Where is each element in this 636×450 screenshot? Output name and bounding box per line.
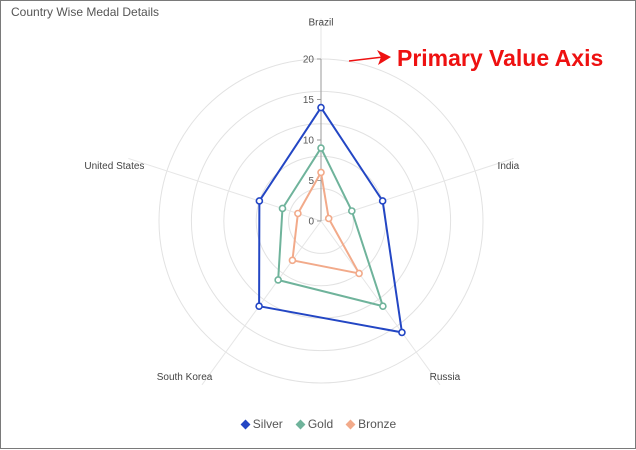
spoke-line — [320, 220, 441, 386]
axis-annotation: Primary Value Axis — [348, 45, 603, 71]
legend-label-silver: Silver — [252, 417, 283, 431]
data-point-gold[interactable] — [274, 276, 282, 284]
category-label-india: India — [498, 161, 520, 172]
series-line-silver[interactable] — [258, 106, 403, 334]
legend: Silver Gold Bronze — [1, 417, 636, 431]
data-point-bronze[interactable] — [324, 214, 333, 223]
legend-label-bronze: Bronze — [358, 417, 397, 431]
tick-label: 5 — [308, 176, 314, 187]
tick-label: 0 — [308, 217, 314, 228]
data-point-gold[interactable] — [278, 204, 287, 213]
legend-item-silver[interactable]: Silver — [240, 417, 283, 431]
annotation-arrowhead-icon — [377, 50, 391, 65]
data-point-bronze[interactable] — [294, 209, 302, 218]
legend-marker-icon — [345, 419, 356, 429]
tick-label: 15 — [303, 95, 315, 106]
annotation-arrow-line — [348, 56, 384, 62]
data-point-silver[interactable] — [317, 103, 325, 112]
data-point-silver[interactable] — [398, 328, 406, 337]
value-axis-ticks: 0 5 10 15 20 — [303, 55, 322, 228]
category-label-united-states: United States — [84, 161, 144, 172]
category-label-south-korea: South Korea — [157, 372, 213, 383]
legend-label-gold: Gold — [307, 417, 334, 431]
chart-title: Country Wise Medal Details — [11, 5, 160, 19]
data-point-bronze[interactable] — [288, 256, 297, 265]
data-point-silver[interactable] — [255, 302, 263, 310]
annotation-text: Primary Value Axis — [397, 45, 603, 71]
category-labels: Brazil India Russia South Korea United State… — [84, 18, 519, 383]
tick-label: 10 — [303, 136, 315, 147]
series-layer — [255, 103, 406, 337]
spoke-line — [201, 220, 322, 386]
data-point-silver[interactable] — [378, 197, 387, 205]
legend-item-bronze[interactable]: Bronze — [345, 417, 397, 431]
legend-marker-icon — [240, 419, 251, 429]
data-point-bronze[interactable] — [317, 168, 325, 177]
legend-marker-icon — [295, 419, 306, 429]
legend-item-gold[interactable]: Gold — [295, 417, 334, 431]
series-line-bronze[interactable] — [291, 171, 361, 275]
data-point-bronze[interactable] — [355, 269, 363, 278]
category-label-brazil: Brazil — [308, 18, 333, 29]
data-point-gold[interactable] — [348, 207, 356, 215]
series-line-gold[interactable] — [277, 147, 384, 308]
data-point-silver[interactable] — [255, 197, 264, 205]
tick-label: 20 — [303, 55, 315, 66]
category-label-russia: Russia — [430, 372, 461, 383]
data-point-gold[interactable] — [317, 144, 325, 152]
data-point-gold[interactable] — [379, 302, 387, 310]
spoke-line — [128, 157, 322, 222]
